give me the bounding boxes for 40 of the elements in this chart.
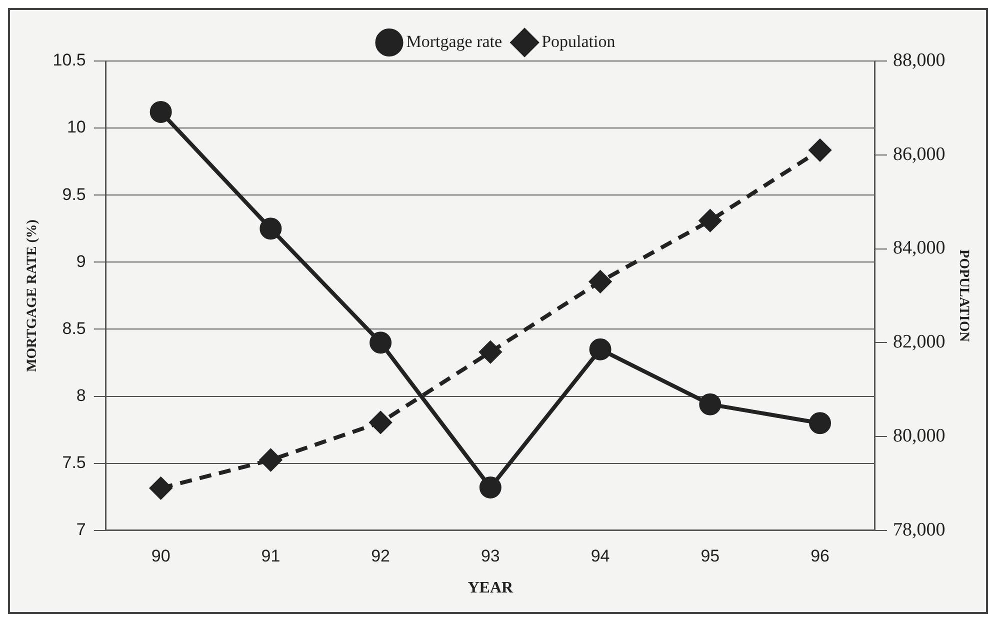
point xyxy=(260,448,282,471)
x-tick-label: 96 xyxy=(810,546,830,566)
point xyxy=(699,393,722,416)
y-tick-label: 9 xyxy=(76,252,86,271)
point xyxy=(589,338,612,360)
x-tick-label: 91 xyxy=(261,546,280,566)
y-tick-label: 7.5 xyxy=(62,453,86,472)
y2-tick-label: 86,000 xyxy=(892,144,946,165)
point xyxy=(589,270,612,293)
y2-tick-label: 84,000 xyxy=(892,238,946,259)
point xyxy=(370,411,392,434)
y-axis-title: MORTGAGE RATE (%) xyxy=(25,219,40,372)
x-tick-label: 92 xyxy=(371,546,390,566)
y2-tick-label: 80,000 xyxy=(892,426,946,447)
y2-tick-label: 82,000 xyxy=(892,332,946,353)
x-tick-label: 95 xyxy=(700,546,720,566)
point xyxy=(150,100,172,123)
y-tick-label: 10.5 xyxy=(52,50,86,70)
y-tick-label: 10 xyxy=(66,118,86,137)
point xyxy=(699,210,722,232)
y-tick-label: 8 xyxy=(76,386,86,405)
legend-label: Mortgage rate xyxy=(406,32,502,51)
legend-label: Population xyxy=(542,32,616,51)
point xyxy=(479,476,502,498)
x-axis-title: YEAR xyxy=(468,580,514,597)
y-tick-label: 9.5 xyxy=(62,184,86,204)
y-tick-label: 7 xyxy=(76,520,86,540)
y2-tick-label: 88,000 xyxy=(892,50,946,71)
y2-tick-label: 78,000 xyxy=(892,519,946,540)
x-tick-label: 94 xyxy=(590,546,610,566)
point xyxy=(479,341,502,364)
x-tick-label: 90 xyxy=(151,546,170,566)
point xyxy=(150,477,172,500)
point xyxy=(809,412,832,434)
point xyxy=(260,218,282,240)
point xyxy=(809,139,832,162)
point xyxy=(370,332,392,354)
y-tick-label: 8.5 xyxy=(62,318,86,338)
y2-axis-title: POPULATION xyxy=(956,250,971,342)
x-tick-label: 93 xyxy=(480,546,500,566)
